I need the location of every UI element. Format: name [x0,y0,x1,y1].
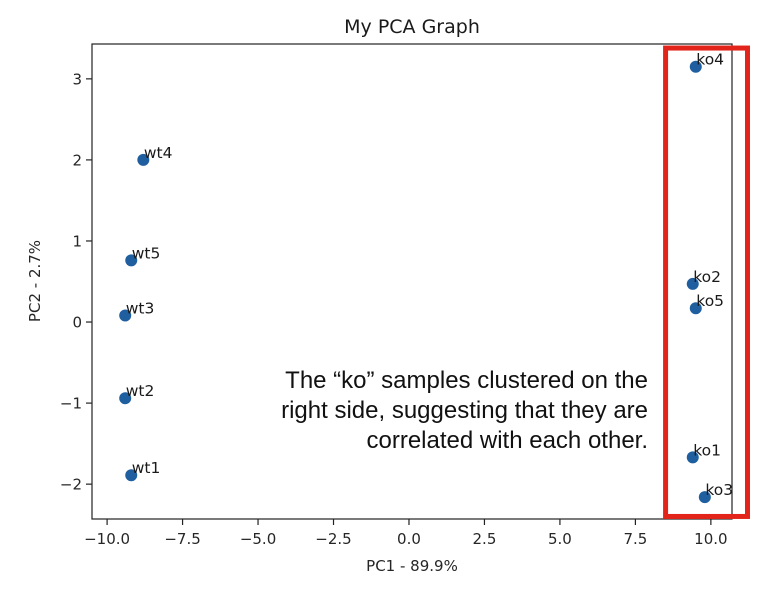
data-point-wt5 [125,254,138,267]
data-point-ko3 [698,491,711,504]
annotation-line: The “ko” samples clustered on the [285,367,648,394]
x-tick-label: −2.5 [315,530,351,548]
x-tick-label: 7.5 [623,530,647,548]
x-tick-label: 5.0 [548,530,572,548]
y-tick-label: 3 [72,70,82,88]
x-tick-label: 0.0 [397,530,421,548]
x-axis-label: PC1 - 89.9% [366,557,458,575]
y-tick-label: −2 [60,476,82,494]
data-point-ko2 [686,277,699,290]
data-point-wt3 [119,309,132,322]
point-label-ko5: ko5 [696,292,724,310]
annotation: The “ko” samples clustered on the right s… [281,367,648,454]
point-label-ko2: ko2 [693,268,721,286]
data-point-ko5 [689,302,702,315]
x-tick-label: −10.0 [84,530,130,548]
x-axis: −10.0 −7.5 −5.0 −2.5 0.0 2.5 5.0 7.5 10.0 [84,519,728,548]
x-tick-label: 2.5 [473,530,497,548]
data-points: wt1 wt2 wt3 wt4 wt5 ko1 ko2 ko3 ko4 ko5 [119,51,733,504]
annotation-line: correlated with each other. [367,427,649,454]
data-point-ko4 [689,60,702,73]
point-label-ko1: ko1 [693,441,721,459]
point-label-wt5: wt5 [132,244,161,262]
highlight-box [663,45,750,519]
y-axis-label: PC2 - 2.7% [26,240,44,322]
y-tick-label: 2 [72,151,82,169]
y-tick-label: −1 [60,395,82,413]
point-label-wt1: wt1 [132,459,161,477]
point-label-ko4: ko4 [696,51,724,69]
y-tick-label: 0 [72,314,82,332]
data-point-wt1 [125,469,138,482]
y-axis: −2 −1 0 1 2 3 [60,70,92,494]
point-label-ko3: ko3 [705,481,733,499]
x-tick-label: −7.5 [164,530,200,548]
data-point-ko1 [686,451,699,464]
x-tick-label: 10.0 [694,530,727,548]
data-point-wt4 [137,153,150,166]
x-tick-label: −5.0 [240,530,276,548]
data-point-wt2 [119,392,132,405]
annotation-line: right side, suggesting that they are [281,397,648,424]
point-label-wt3: wt3 [126,300,155,318]
point-label-wt4: wt4 [144,144,173,162]
y-tick-label: 1 [72,232,82,250]
point-label-wt2: wt2 [126,382,155,400]
plot-frame [91,43,733,520]
chart-title: My PCA Graph [344,16,480,38]
